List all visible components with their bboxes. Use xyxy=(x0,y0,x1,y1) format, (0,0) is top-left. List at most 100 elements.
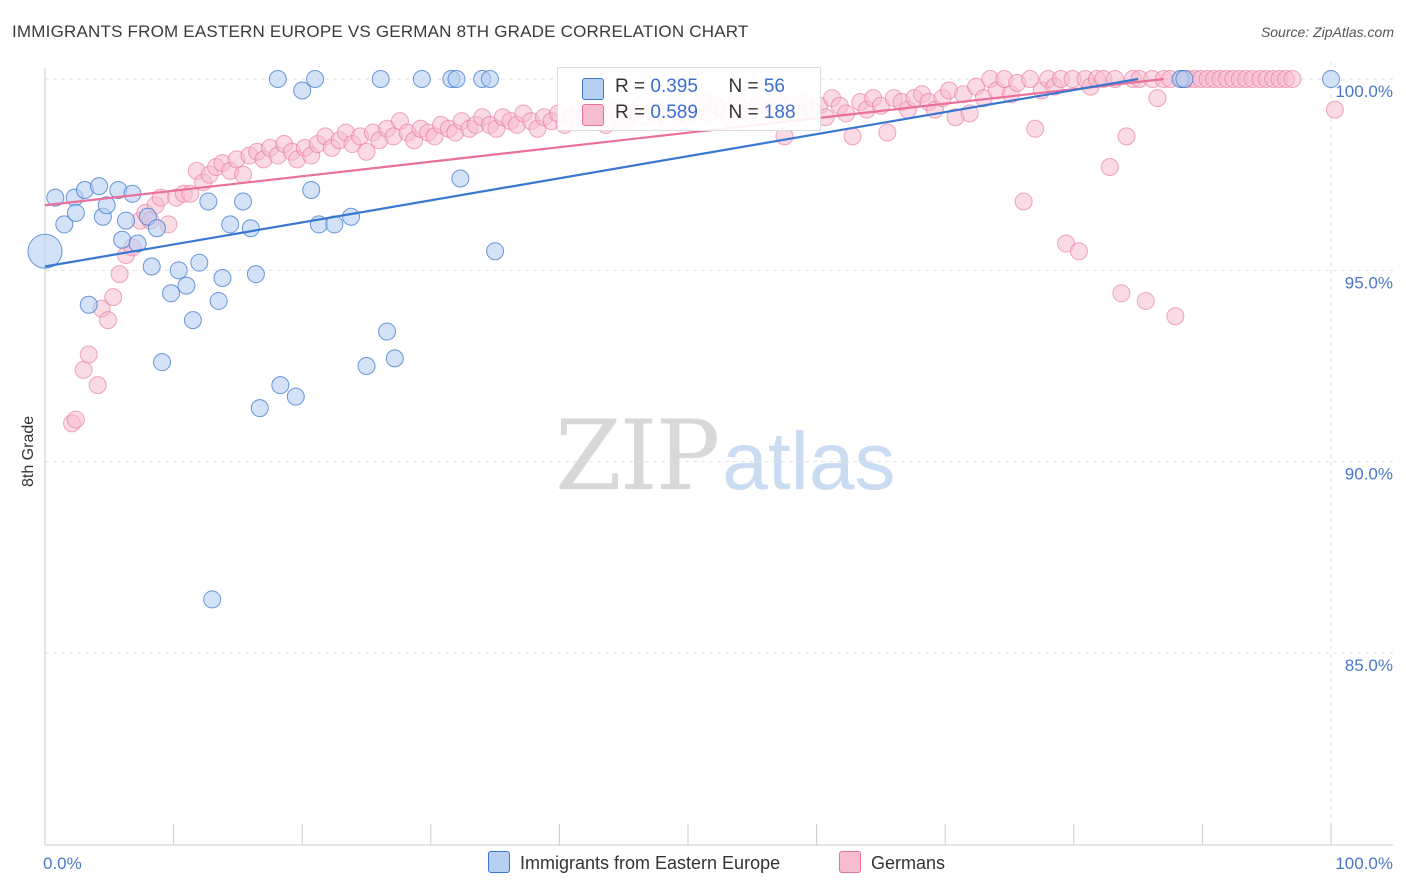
germans-point xyxy=(1014,192,1033,211)
legend-n-label: N = xyxy=(728,76,764,97)
source-credit: Source: ZipAtlas.com xyxy=(1260,24,1394,40)
eastern-europe-point xyxy=(306,70,325,88)
eastern-europe-point xyxy=(97,196,116,215)
legend-n-label: N = xyxy=(728,102,764,123)
germans-point xyxy=(1112,284,1131,303)
eastern-europe-point xyxy=(268,70,287,88)
bottom-legend-label: Germans xyxy=(871,853,946,873)
x-tick-label: 0.0% xyxy=(43,854,82,873)
y-tick-label: 85.0% xyxy=(1345,656,1393,675)
eastern-europe-point xyxy=(147,219,166,238)
eastern-europe-point xyxy=(378,322,397,341)
eastern-europe-point xyxy=(246,265,265,284)
eastern-europe-point xyxy=(486,242,505,261)
germans-trend-line xyxy=(44,77,1164,207)
germans-point xyxy=(79,345,98,364)
legend-r-label: R = xyxy=(615,102,651,123)
germans-point xyxy=(1100,158,1119,177)
germans-point xyxy=(843,127,862,146)
eastern-europe-point xyxy=(1175,70,1194,88)
eastern-europe-point xyxy=(55,215,74,234)
eastern-europe-point xyxy=(412,70,431,88)
germans-point xyxy=(1148,89,1167,108)
germans-point xyxy=(878,123,897,142)
eastern-europe-point xyxy=(385,349,404,368)
bottom-legend-swatch-blue xyxy=(488,851,510,873)
eastern-europe-point xyxy=(190,253,209,272)
germans-point xyxy=(1026,119,1045,138)
germans-point xyxy=(88,376,107,395)
germans-point xyxy=(104,288,123,307)
eastern-europe-point xyxy=(113,230,132,249)
eastern-europe-point xyxy=(1322,70,1340,88)
eastern-europe-point xyxy=(342,207,361,226)
chart-title: IMMIGRANTS FROM EASTERN EUROPE VS GERMAN… xyxy=(12,22,749,41)
watermark-zip: ZIP xyxy=(555,400,720,512)
eastern-europe-point xyxy=(46,188,65,207)
eastern-europe-point xyxy=(241,219,260,238)
y-tick-label: 95.0% xyxy=(1345,273,1393,292)
germans-point xyxy=(1325,100,1344,119)
germans-point xyxy=(1069,242,1088,261)
germans-point xyxy=(1166,307,1185,326)
eastern-europe-point xyxy=(183,311,202,330)
eastern-europe-point xyxy=(271,376,290,395)
legend-n-value: 56 xyxy=(763,76,785,97)
trend-lines xyxy=(44,77,1164,268)
y-tick-label: 100.0% xyxy=(1335,82,1393,101)
correlation-legend: R = 0.395 N = 56 R = 0.589 N = 188 xyxy=(557,67,821,131)
eastern-europe-point xyxy=(250,399,269,418)
bottom-legend-label: Immigrants from Eastern Europe xyxy=(520,853,781,873)
eastern-europe-point xyxy=(447,70,466,88)
y-axis-label: 8th Grade xyxy=(20,415,37,487)
eastern-europe-point xyxy=(213,268,232,287)
eastern-europe-point xyxy=(357,357,376,375)
eastern-europe-point xyxy=(209,291,228,310)
bottom-legend-eastern-europe: Immigrants from Eastern Europe xyxy=(488,851,780,874)
eastern-europe-point xyxy=(293,81,312,100)
eastern-europe-point xyxy=(90,177,109,196)
legend-n-value: 188 xyxy=(763,102,796,123)
eastern-europe-point xyxy=(177,276,196,295)
eastern-europe-point xyxy=(162,284,181,303)
legend-r-value: 0.395 xyxy=(650,76,698,97)
germans-point xyxy=(234,165,253,184)
eastern-europe-point xyxy=(286,387,305,406)
germans-point xyxy=(110,265,129,284)
eastern-europe-point xyxy=(371,70,390,88)
germans-point xyxy=(74,360,93,379)
legend-swatch-blue xyxy=(582,78,604,100)
axis-layer xyxy=(44,68,1393,846)
germans-point xyxy=(1117,127,1136,146)
watermark: ZIPatlas xyxy=(555,400,895,512)
eastern-europe-point xyxy=(221,215,240,234)
x-tick-label: 100.0% xyxy=(1335,854,1393,873)
eastern-europe-points xyxy=(27,70,1340,609)
legend-swatch-pink xyxy=(582,104,604,126)
eastern-europe-point xyxy=(234,192,253,211)
germans-point xyxy=(1283,70,1302,88)
bottom-legend-germans: Germans xyxy=(839,851,945,874)
germans-point xyxy=(99,311,118,330)
eastern-europe-point xyxy=(142,257,161,276)
eastern-europe-point xyxy=(128,234,147,253)
eastern-europe-point xyxy=(203,590,222,609)
eastern-europe-point xyxy=(169,261,188,280)
eastern-europe-point xyxy=(199,192,218,211)
eastern-europe-point xyxy=(27,233,63,269)
eastern-europe-trend-line xyxy=(44,77,1139,268)
eastern-europe-point xyxy=(480,70,499,88)
eastern-europe-point xyxy=(117,211,136,230)
legend-r-label: R = xyxy=(615,76,651,97)
eastern-europe-point xyxy=(302,180,321,199)
eastern-europe-point xyxy=(451,169,470,188)
eastern-europe-point xyxy=(66,203,85,222)
bottom-legend-swatch-pink xyxy=(839,851,861,873)
germans-point xyxy=(66,410,85,429)
y-tick-label: 90.0% xyxy=(1345,465,1393,484)
eastern-europe-point xyxy=(153,353,172,372)
eastern-europe-point xyxy=(79,295,98,314)
germans-point xyxy=(1136,291,1155,310)
tick-labels: 85.0% 90.0% 95.0% 100.0% 0.0% 100.0% xyxy=(43,82,1393,873)
